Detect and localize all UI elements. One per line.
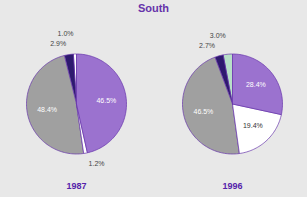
svg-text:28.4%: 28.4% xyxy=(245,81,265,88)
html-text:South: South xyxy=(137,2,170,14)
svg-text:3.0%: 3.0% xyxy=(209,32,225,39)
svg-text:1996: 1996 xyxy=(222,181,242,191)
svg-text:48.4%: 48.4% xyxy=(37,106,57,113)
svg-text:1987: 1987 xyxy=(66,181,86,191)
svg-text:46.5%: 46.5% xyxy=(193,108,213,115)
svg-text:46.5%: 46.5% xyxy=(96,97,116,104)
svg-text:2.7%: 2.7% xyxy=(199,42,215,49)
svg-text:2.9%: 2.9% xyxy=(50,40,66,47)
svg-text:1.0%: 1.0% xyxy=(57,30,73,37)
svg-text:19.4%: 19.4% xyxy=(242,122,262,129)
svg-text:1.2%: 1.2% xyxy=(88,160,104,167)
